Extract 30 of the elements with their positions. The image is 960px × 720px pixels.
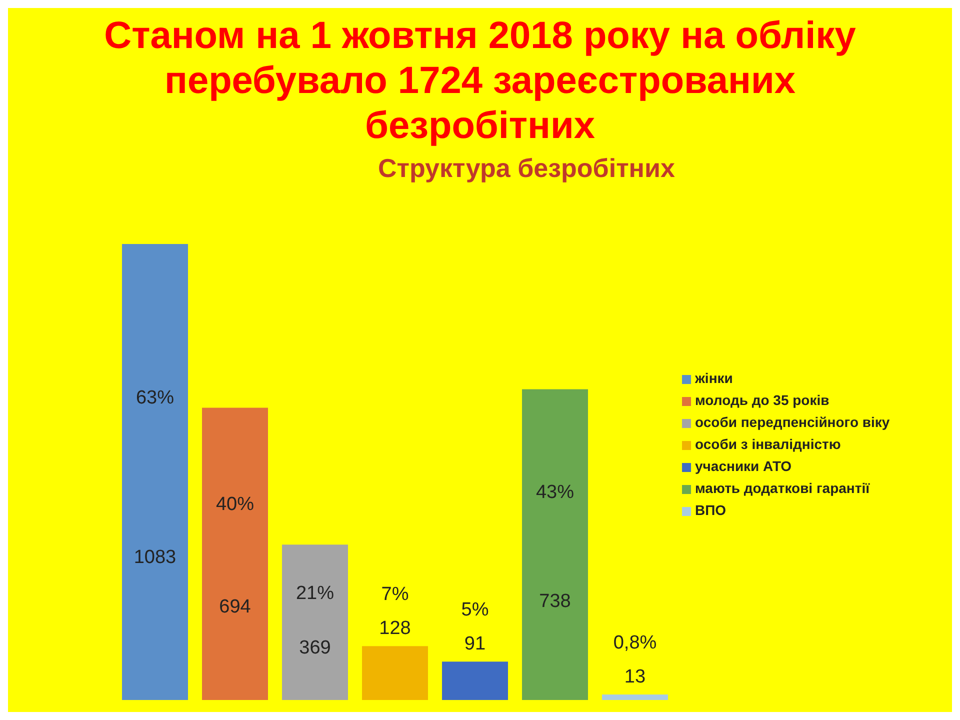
bar [362,646,428,700]
legend-label: особи з інвалідністю [695,436,841,452]
legend-label: ВПО [695,502,726,518]
legend-label: учасники АТО [695,458,792,474]
data-label: 13 [624,666,646,688]
chart-title: Станом на 1 жовтня 2018 року на обліку перебувало 1724 зареєстрованих безробітних [103,14,857,149]
bar [442,662,508,700]
data-label: 1083 [134,547,176,568]
bar [522,389,588,700]
chart-subtitle: Структура безробітних [378,153,676,184]
data-label: 91 [464,634,486,655]
legend-label: особи передпенсійного віку [695,414,890,430]
legend-label: молодь до 35 років [695,392,830,408]
annotation: 0,8% [613,632,657,654]
annotation: 5% [461,600,489,621]
bar [202,408,268,700]
bar [122,244,188,700]
annotation: 21% [296,583,334,604]
legend-label: мають додаткові гарантії [695,480,870,496]
bar [282,544,348,700]
legend-label: жінки [695,370,733,386]
data-label: 738 [539,590,571,612]
annotation: 63% [136,388,174,409]
data-label: 694 [219,596,252,618]
data-label: 369 [299,637,331,658]
annotation: 43% [536,482,574,504]
data-label: 128 [379,618,411,640]
bar [602,694,668,700]
annotation: 7% [381,584,409,606]
annotation: 40% [216,494,254,516]
